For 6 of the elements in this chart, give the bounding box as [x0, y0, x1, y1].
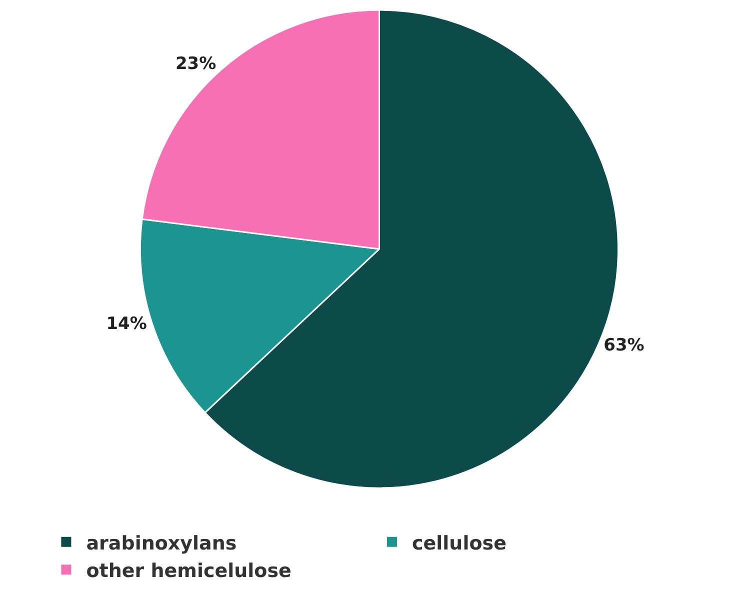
legend-label: arabinoxylans	[86, 532, 237, 554]
legend-label: other hemicelulose	[86, 560, 292, 582]
data-label: 14%	[106, 314, 147, 334]
data-label: 63%	[604, 336, 644, 356]
legend-label: cellulose	[412, 532, 506, 554]
data-label: 23%	[175, 54, 216, 74]
